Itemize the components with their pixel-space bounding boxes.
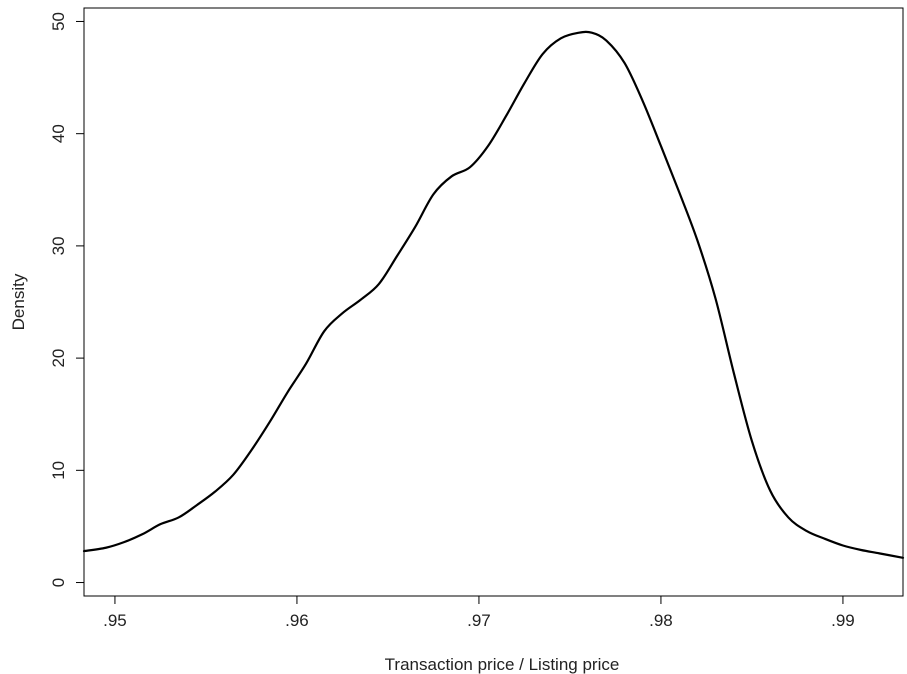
x-tick-label: .97 (467, 611, 491, 630)
y-tick-label: 0 (49, 578, 68, 587)
x-axis: .95 .96 .97 .98 .99 (103, 596, 855, 630)
density-curve (82, 30, 905, 559)
y-axis-label: Density (9, 273, 28, 330)
y-tick-label: 30 (49, 236, 68, 255)
y-tick-label: 50 (49, 12, 68, 31)
y-tick-label: 20 (49, 349, 68, 368)
x-tick-label: .95 (103, 611, 127, 630)
y-axis: 0 10 20 30 40 50 (49, 12, 84, 587)
x-tick-label: .96 (285, 611, 309, 630)
x-tick-label: .98 (649, 611, 673, 630)
x-axis-label: Transaction price / Listing price (385, 655, 620, 674)
x-tick-label: .99 (831, 611, 855, 630)
y-tick-label: 40 (49, 124, 68, 143)
plot-frame (83, 7, 904, 597)
y-tick-label: 10 (49, 461, 68, 480)
